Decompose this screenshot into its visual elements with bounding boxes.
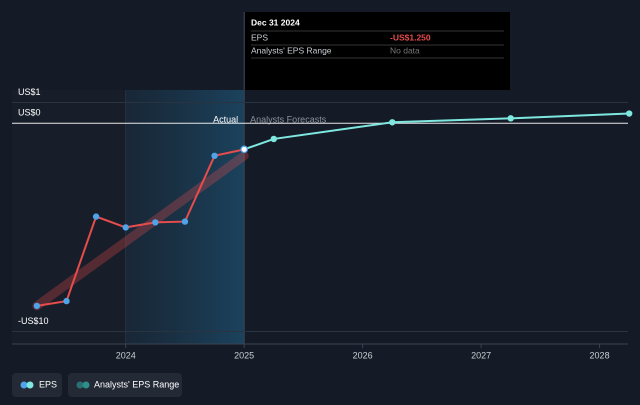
trend-band [32, 151, 249, 311]
legend-button[interactable] [68, 373, 182, 397]
eps-point [92, 213, 100, 220]
eps-point [33, 302, 41, 310]
eps-point [181, 218, 189, 225]
legend-label: Analysts' EPS Range [94, 379, 179, 389]
x-tick-label: 2024 [116, 350, 136, 360]
eps-point [152, 219, 159, 226]
tooltip-label: EPS [251, 32, 268, 42]
forecast-label: Analysts Forecasts [250, 114, 327, 124]
eps-point [270, 135, 277, 143]
eps-point [122, 224, 129, 231]
legend-label: EPS [39, 379, 57, 389]
eps-line-actual [36, 148, 245, 307]
eps-point [507, 115, 514, 122]
x-tick-label: 2028 [590, 350, 610, 360]
eps-point [240, 145, 248, 154]
legend-swatch [20, 381, 28, 389]
actual-shade [125, 90, 245, 344]
legend-swatch [82, 381, 90, 389]
x-tick-label: 2027 [471, 350, 491, 360]
tooltip-value: No data [390, 45, 420, 55]
eps-point [211, 152, 218, 159]
tooltip-box [245, 12, 510, 90]
past-shade [12, 90, 126, 344]
eps-point [625, 110, 633, 117]
y-tick-label: -US$10 [18, 316, 49, 326]
eps-point [63, 297, 70, 305]
actual-label: Actual [213, 114, 238, 124]
y-tick-label: US$0 [18, 108, 41, 118]
x-tick-label: 2025 [234, 350, 254, 360]
eps-point [389, 119, 396, 126]
legend-swatch [76, 381, 84, 389]
y-tick-label: US$1 [18, 87, 41, 97]
x-tick-label: 2026 [353, 350, 373, 360]
legend-button[interactable] [12, 373, 62, 397]
legend-swatch [26, 381, 34, 389]
tooltip-label: Analysts' EPS Range [251, 45, 332, 55]
tooltip-value: -US$1.250 [390, 32, 431, 42]
tooltip-date: Dec 31 2024 [251, 17, 300, 27]
